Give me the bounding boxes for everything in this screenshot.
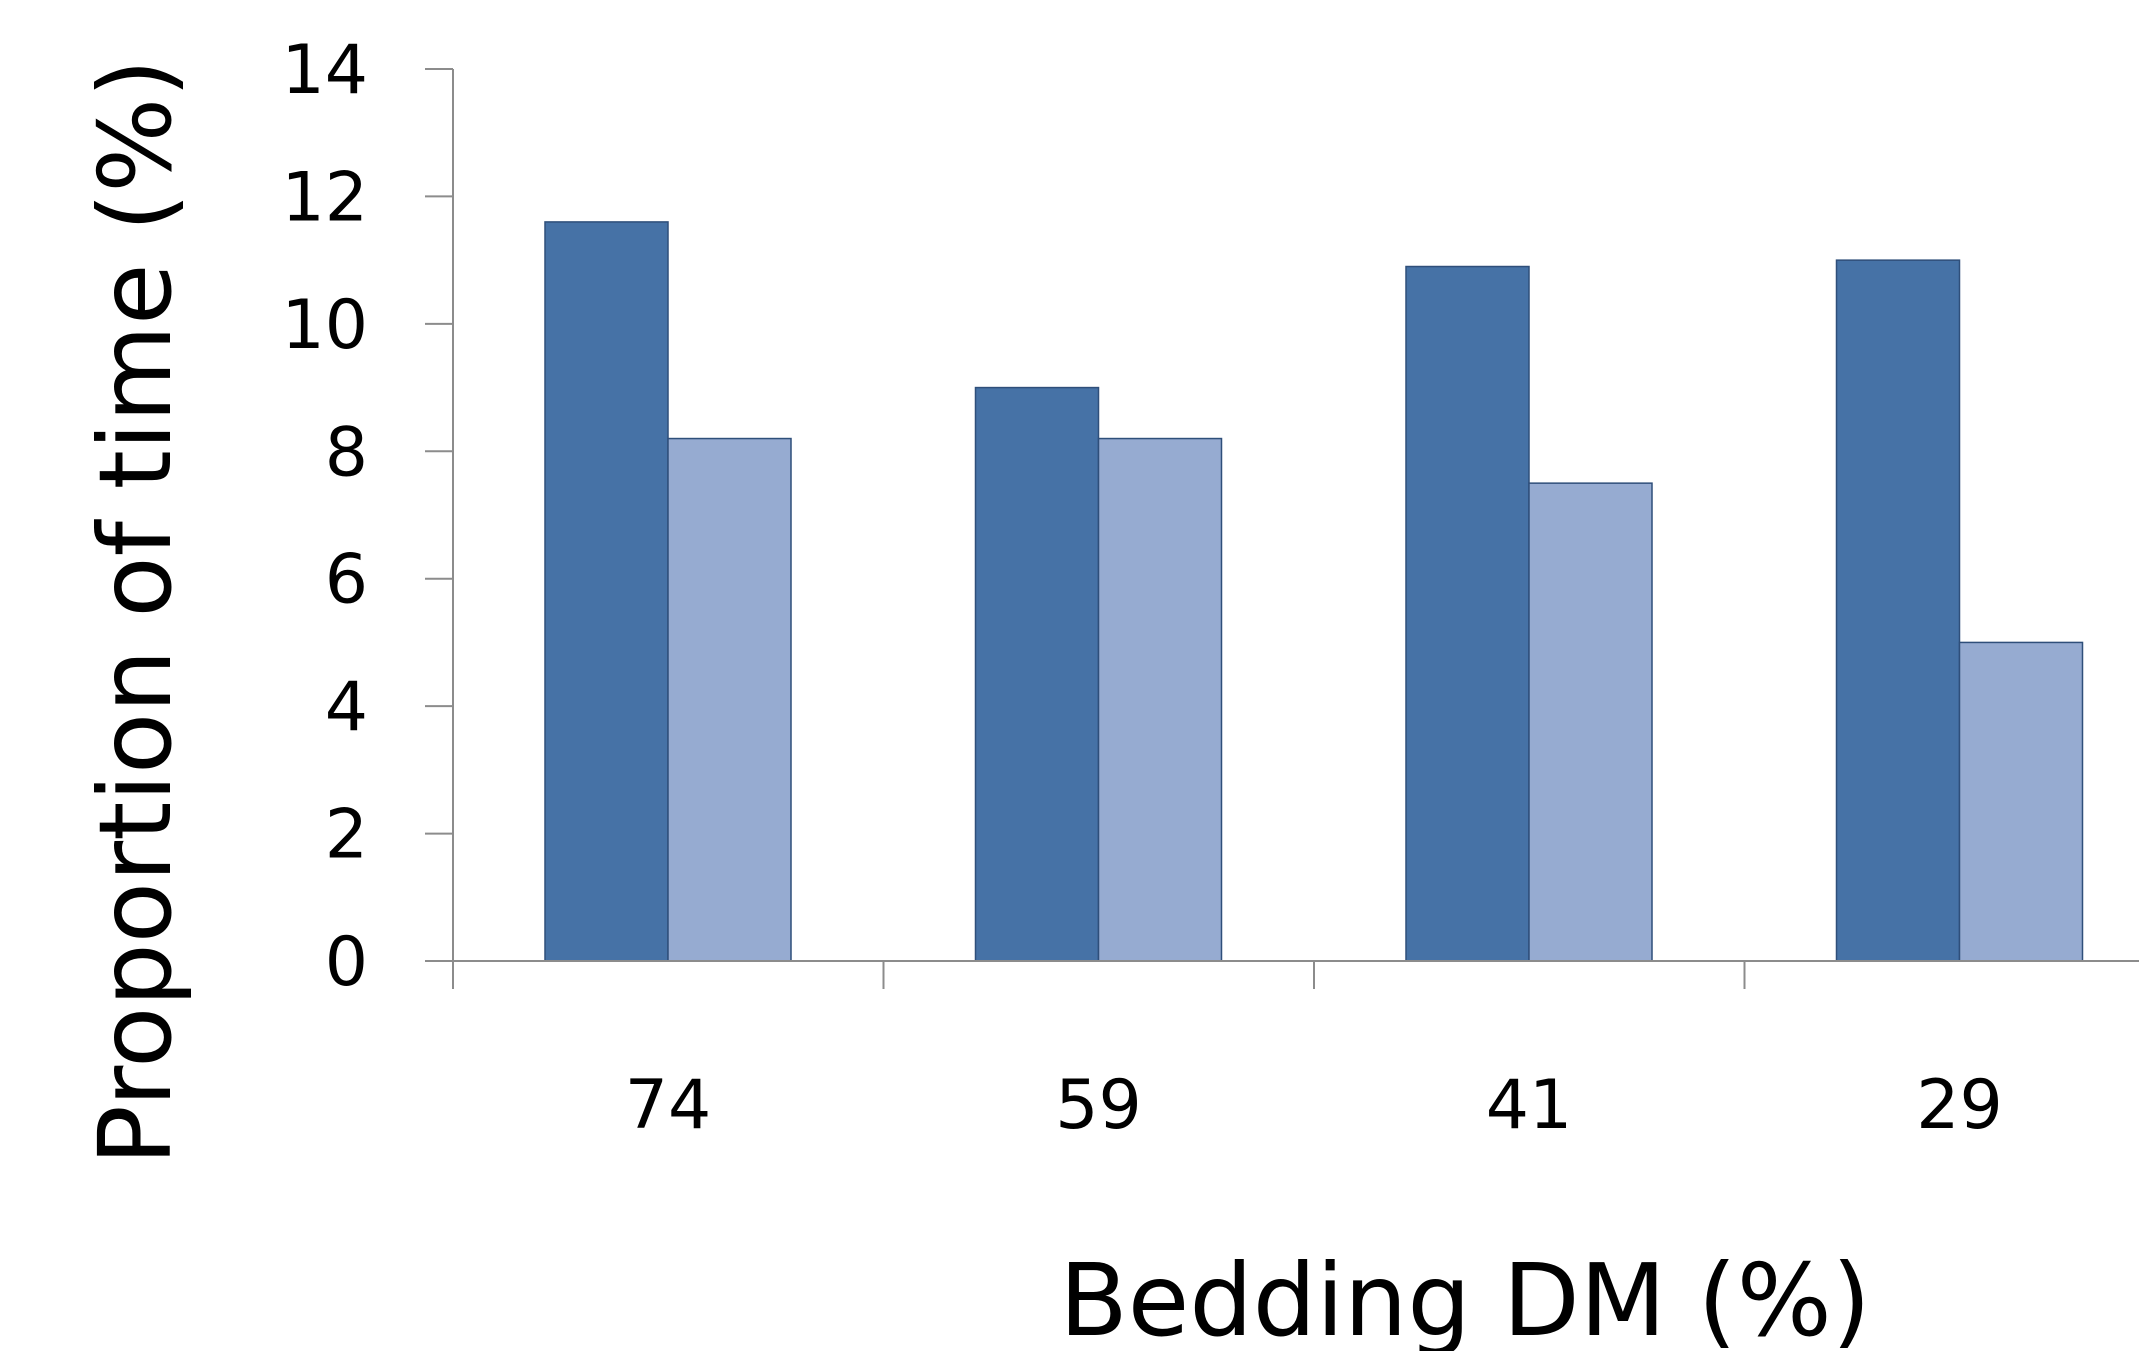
axes-layer	[425, 68, 2139, 989]
bar-41-series-1	[1405, 265, 1530, 962]
y-tick-label-10: 10	[281, 286, 368, 365]
labels-layer: 0 2 4 6 8 10 12 14 74 59 41 29	[281, 31, 2002, 1145]
y-tick-label-8: 8	[325, 413, 368, 492]
y-tick-label-4: 4	[325, 668, 368, 747]
bars-layer	[544, 221, 2084, 962]
x-tick-label-29: 29	[1916, 1066, 2003, 1145]
y-tick-label-14: 14	[281, 31, 368, 110]
x-tick-label-74: 74	[625, 1066, 712, 1145]
y-tick-label-2: 2	[325, 796, 368, 875]
y-axis-title: Proportion of time (%)	[77, 59, 194, 1166]
x-tick-label-59: 59	[1055, 1066, 1142, 1145]
bar-41-series-2	[1528, 482, 1653, 962]
bar-74-series-1	[544, 221, 669, 962]
y-tick-label-6: 6	[325, 541, 368, 620]
bar-59-series-2	[1097, 437, 1223, 962]
bar-59-series-1	[974, 386, 1100, 962]
bar-29-series-1	[1835, 259, 1961, 962]
y-tick-label-0: 0	[325, 923, 368, 1002]
bar-74-series-2	[667, 437, 792, 962]
x-tick-label-41: 41	[1486, 1066, 1573, 1145]
y-tick-label-12: 12	[281, 158, 368, 237]
x-axis-title: Bedding DM (%)	[1059, 1242, 1871, 1351]
bar-29-series-2	[1958, 641, 2084, 962]
